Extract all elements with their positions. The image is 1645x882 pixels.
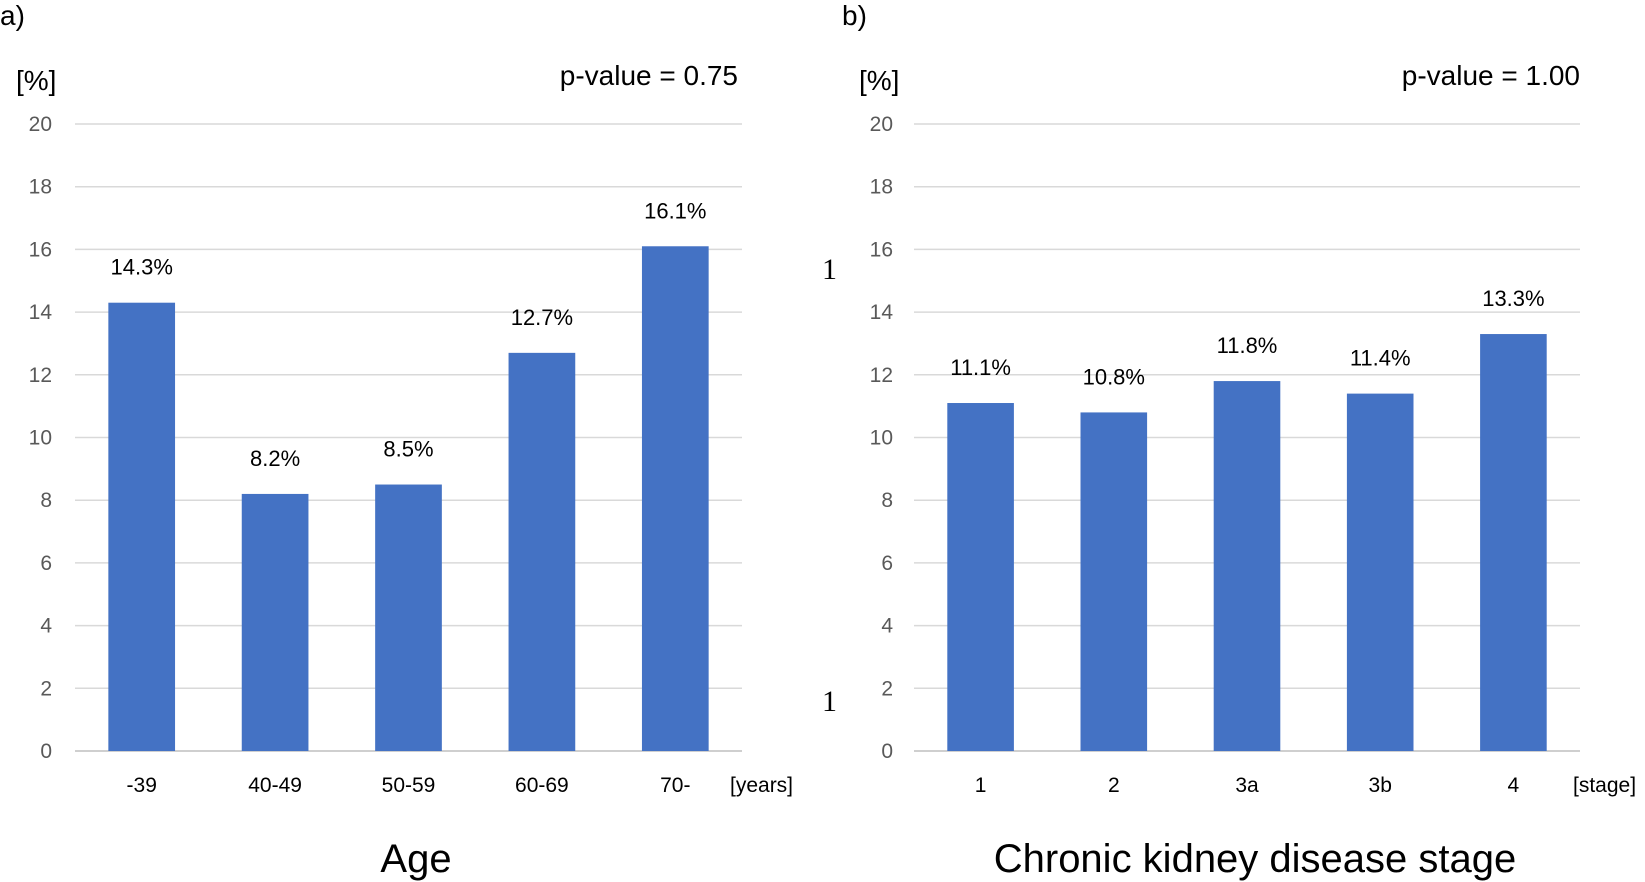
bar [1346,393,1414,751]
x-tick-label: 3b [1369,774,1392,797]
x-tick-label: 3a [1235,774,1259,797]
chart-a: a) [%] p-value = 0.75 [years] Age 0 2 4 6 8 1… [0,0,793,881]
x-unit-label-b: [stage] [1573,774,1636,797]
y-tick-label: 10 [29,427,52,450]
x-tick-label: 4 [1508,774,1520,797]
data-label: 11.8% [1217,333,1278,358]
bar [108,302,176,751]
stray-mark: 1 [822,253,837,286]
chart-b: b) [%] p-value = 1.00 [stage] Chronic ki… [842,0,1636,881]
p-value-annotation-b: p-value = 1.00 [1402,60,1580,91]
data-label: 11.4% [1350,346,1411,371]
x-tick-label: 70- [660,774,690,797]
y-tick-label: 2 [40,677,52,700]
plot-area-a: 0 2 4 6 8 10 12 14 16 18 20 14.3% -39 8.2% 40-49 8.5% 50… [29,113,742,797]
panel-label-b: b) [842,0,867,31]
y-tick-label: 2 [881,677,893,700]
y-tick-label: 20 [29,113,52,136]
y-axis-label-a: [%] [16,65,56,96]
bar [375,484,442,751]
x-unit-label-a: [years] [730,774,793,797]
y-tick-label: 12 [29,364,52,387]
data-label: 14.3% [111,255,173,280]
bar [241,493,309,751]
y-tick-label: 0 [881,740,893,763]
y-tick-label: 10 [870,427,893,450]
y-tick-label: 4 [881,615,893,638]
bar [641,246,709,751]
y-tick-label: 20 [870,113,893,136]
y-tick-label: 6 [40,552,52,575]
panel-label-a: a) [0,0,25,31]
y-tick-label: 16 [29,238,52,261]
x-tick-label: 2 [1108,774,1120,797]
bar [1080,412,1148,751]
bar [508,352,576,751]
y-tick-label: 14 [29,301,53,324]
bar [1213,381,1281,751]
x-tick-label: 60-69 [515,774,569,797]
y-tick-label: 16 [870,238,893,261]
y-tick-label: 14 [870,301,894,324]
y-tick-label: 8 [40,489,52,512]
y-tick-label: 8 [881,489,893,512]
data-label: 11.1% [950,355,1011,380]
y-tick-label: 4 [40,615,52,638]
y-tick-label: 18 [870,176,893,199]
data-label: 8.5% [383,437,433,462]
bar [947,403,1014,751]
x-tick-label: 50-59 [382,774,436,797]
y-tick-label: 6 [881,552,893,575]
x-axis-title-a: Age [380,837,451,881]
x-tick-label: -39 [127,774,157,797]
data-label: 8.2% [250,446,300,471]
y-tick-label: 0 [40,740,52,763]
plot-area-b: 0 2 4 6 8 10 12 14 16 18 20 11.1% 1 10.8% 2 11.8% 3a 11.4… [870,113,1580,797]
x-axis-title-b: Chronic kidney disease stage [994,837,1517,881]
x-tick-label: 40-49 [248,774,302,797]
x-tick-label: 1 [975,774,987,797]
data-label: 12.7% [511,305,573,330]
y-axis-label-b: [%] [859,65,899,96]
y-tick-label: 12 [870,364,893,387]
data-label: 13.3% [1482,286,1544,311]
p-value-annotation-a: p-value = 0.75 [560,60,738,91]
y-tick-label: 18 [29,176,52,199]
stray-mark: 1 [822,685,837,718]
data-label: 10.8% [1083,364,1145,389]
bar [1480,334,1547,751]
data-label: 16.1% [644,198,706,223]
